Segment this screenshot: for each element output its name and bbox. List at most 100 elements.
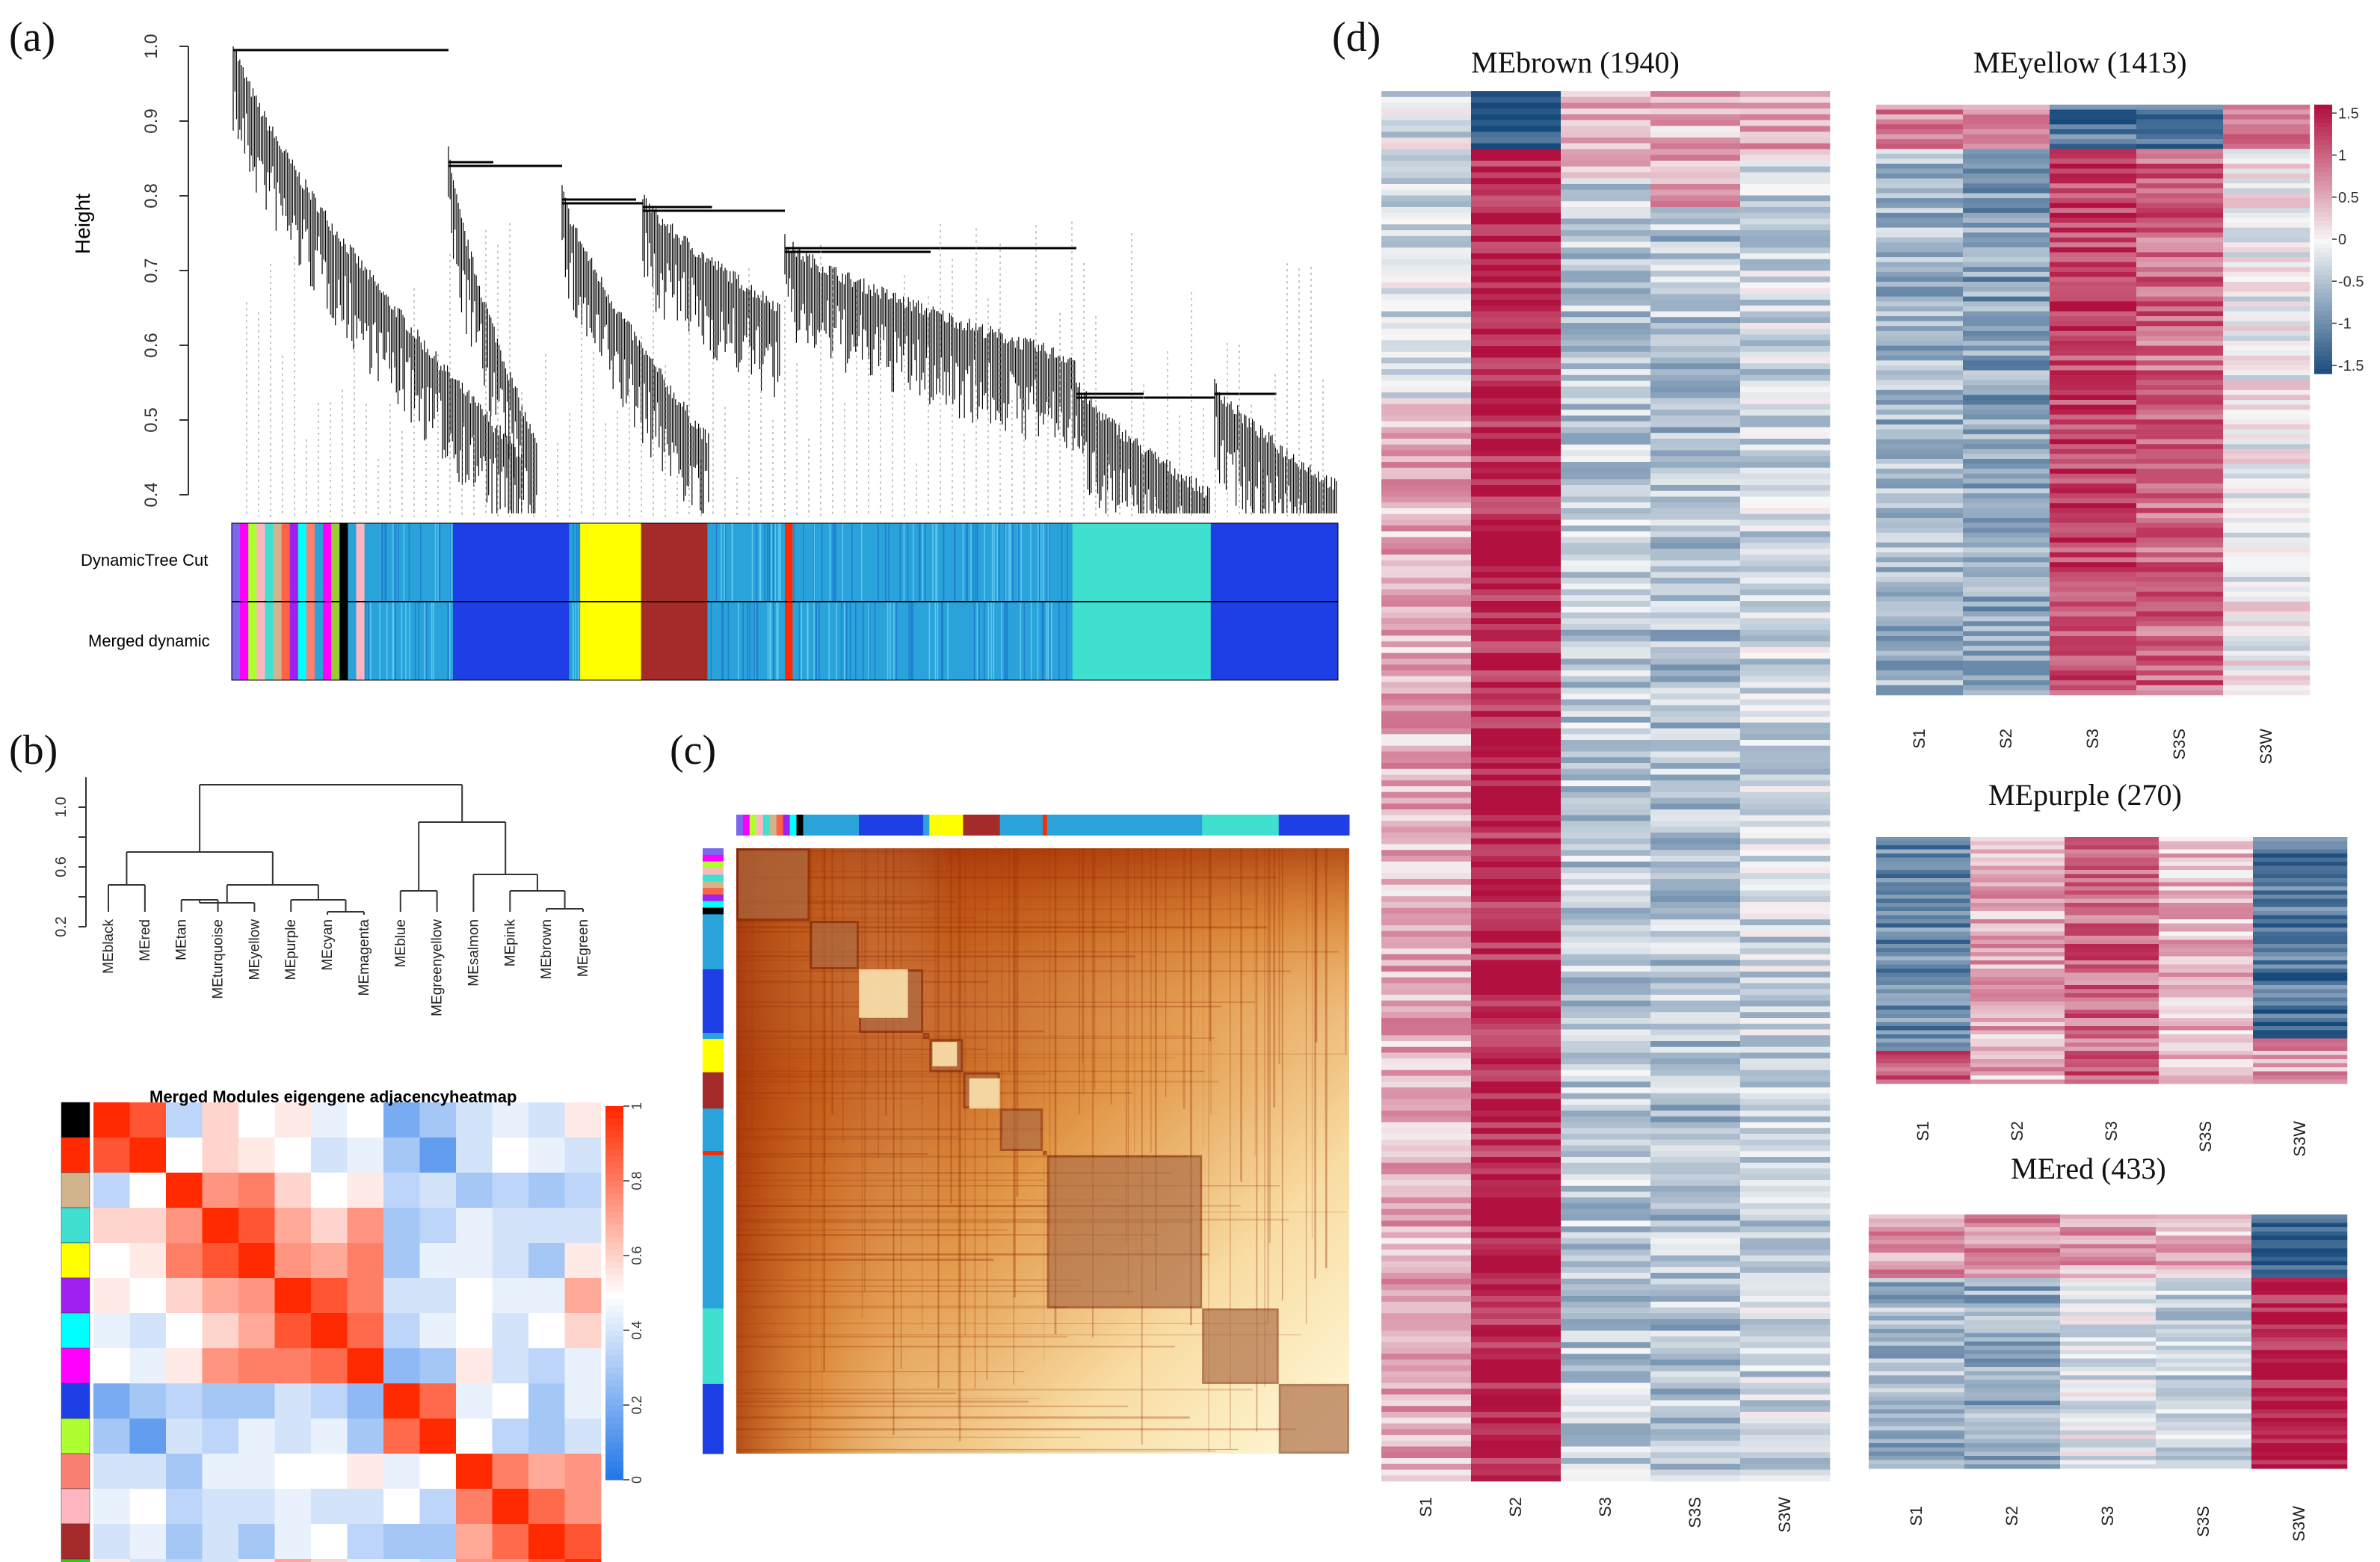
expression-cell bbox=[1876, 252, 1964, 258]
expression-cell bbox=[1561, 1446, 1651, 1453]
expression-cell bbox=[2050, 424, 2137, 430]
expression-cell bbox=[1381, 473, 1472, 480]
colorbar-step bbox=[605, 1405, 623, 1412]
expression-cell bbox=[1876, 267, 1964, 273]
expression-cell bbox=[2159, 1071, 2254, 1076]
expression-cell bbox=[1381, 1261, 1472, 1268]
module-stripe bbox=[409, 602, 410, 680]
expression-cell bbox=[1561, 879, 1651, 886]
tom-left-stripe bbox=[703, 901, 724, 909]
expression-cell bbox=[1650, 856, 1741, 862]
expression-cell bbox=[1381, 1099, 1472, 1105]
expression-cell bbox=[2223, 183, 2310, 189]
module-stripe bbox=[767, 602, 769, 680]
expression-cell bbox=[1740, 966, 1831, 972]
expression-cell bbox=[1561, 439, 1651, 445]
expression-cell bbox=[2060, 1316, 2157, 1321]
adjacency-cell bbox=[274, 1208, 312, 1244]
expression-cell bbox=[1381, 456, 1472, 463]
expression-cell bbox=[1561, 995, 1651, 1001]
expression-cell bbox=[1381, 751, 1472, 758]
expression-cell bbox=[1471, 201, 1562, 208]
expression-cell bbox=[2050, 105, 2137, 110]
expression-cell bbox=[1740, 1412, 1831, 1419]
expression-cell bbox=[2136, 685, 2224, 691]
expression-cell bbox=[1650, 102, 1741, 109]
colorbar-step bbox=[605, 1448, 623, 1456]
expression-cell bbox=[1471, 1412, 1562, 1419]
expression-cell bbox=[1740, 1278, 1831, 1285]
expression-cell bbox=[1471, 786, 1562, 793]
tom-streak bbox=[736, 1334, 1301, 1336]
module-block-brown bbox=[641, 602, 708, 680]
expression-cell bbox=[2253, 882, 2348, 887]
expression-cell bbox=[1876, 939, 1971, 945]
expression-cell bbox=[1471, 873, 1562, 880]
row-module-swatch-salmon bbox=[61, 1453, 90, 1490]
expression-cell bbox=[1381, 1041, 1472, 1048]
expression-cell bbox=[2223, 567, 2310, 572]
expression-cell bbox=[2050, 311, 2137, 317]
adjacency-cell bbox=[419, 1278, 457, 1314]
expression-cell bbox=[1964, 1227, 2061, 1232]
expression-cell bbox=[1381, 1267, 1472, 1274]
expression-cell bbox=[2136, 301, 2224, 307]
expression-cell bbox=[1471, 1035, 1562, 1042]
tom-streak bbox=[736, 1234, 1159, 1236]
expression-cell bbox=[1561, 102, 1651, 109]
expression-cell bbox=[1381, 1313, 1472, 1320]
expression-cell bbox=[1650, 1069, 1741, 1076]
expression-cell bbox=[1650, 1359, 1741, 1366]
expression-cell bbox=[1650, 601, 1741, 608]
expression-cell bbox=[2159, 870, 2254, 874]
module-stripe bbox=[348, 602, 357, 680]
colorbar-step bbox=[605, 1256, 623, 1262]
expression-cell bbox=[1381, 815, 1472, 821]
expression-cell bbox=[1561, 1075, 1651, 1082]
expression-cell bbox=[2060, 1439, 2157, 1444]
colorbar-step bbox=[2314, 203, 2332, 209]
expression-cell bbox=[1963, 581, 2050, 587]
expression-cell bbox=[1876, 478, 1964, 484]
expression-cell bbox=[1561, 114, 1651, 121]
expression-cell bbox=[1740, 467, 1831, 474]
expression-cell bbox=[1471, 1301, 1562, 1308]
expression-cell bbox=[1561, 1336, 1651, 1343]
module-stripe bbox=[392, 523, 394, 602]
colorbar-step bbox=[2314, 315, 2332, 321]
tom-streak bbox=[736, 1220, 1193, 1223]
module-stripe bbox=[999, 523, 1000, 602]
expression-cell bbox=[1471, 919, 1562, 926]
expression-cell bbox=[1471, 189, 1562, 196]
expression-cell bbox=[1876, 956, 1971, 961]
expression-cell bbox=[2251, 1451, 2348, 1457]
expression-cell bbox=[2223, 444, 2310, 450]
expression-cell bbox=[1561, 288, 1651, 294]
expression-cell bbox=[2136, 341, 2224, 346]
expression-cell bbox=[2251, 1342, 2348, 1346]
colorbar-step bbox=[2314, 266, 2332, 271]
expression-cell bbox=[1876, 286, 1964, 292]
expression-cell bbox=[1381, 311, 1472, 318]
expression-cell bbox=[1561, 624, 1651, 631]
tom-diag-highlight bbox=[1045, 1153, 1046, 1154]
expression-cell bbox=[2050, 227, 2137, 233]
adjacency-cell bbox=[129, 1243, 167, 1279]
expression-cell bbox=[1561, 1365, 1651, 1372]
expression-cell bbox=[1381, 357, 1472, 364]
expression-cell bbox=[1740, 166, 1831, 173]
expression-cell bbox=[2050, 247, 2137, 253]
colorbar-step bbox=[605, 1442, 623, 1449]
expression-cell bbox=[1876, 948, 1971, 953]
expression-cell bbox=[1740, 1290, 1831, 1297]
adjacency-cell bbox=[419, 1454, 457, 1490]
expression-cell bbox=[1381, 1214, 1472, 1221]
expression-cell bbox=[2253, 1034, 2348, 1039]
expression-cell bbox=[1471, 797, 1562, 804]
expression-cell bbox=[1740, 439, 1831, 445]
expression-cell bbox=[1650, 114, 1741, 121]
expression-cell bbox=[2050, 168, 2137, 174]
expression-cell bbox=[1963, 105, 2050, 110]
expression-cell bbox=[1471, 456, 1562, 463]
module-stripe bbox=[273, 523, 283, 602]
